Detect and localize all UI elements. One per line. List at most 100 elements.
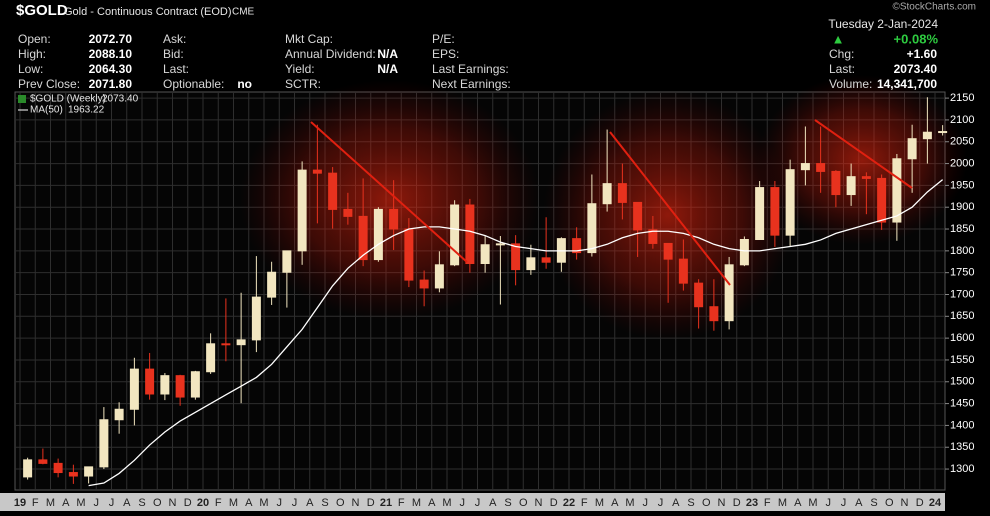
- candle-body: [892, 158, 902, 223]
- stat-label: Low:: [18, 62, 43, 76]
- x-tick-label: J: [826, 497, 832, 509]
- legend-label: $GOLD (Weekly): [30, 94, 106, 105]
- candle-body: [587, 203, 597, 254]
- stat-value: N/A: [377, 47, 398, 61]
- candle-body: [572, 238, 582, 254]
- candle-body: [251, 296, 261, 341]
- highlight-glow: [240, 80, 540, 320]
- candle-body: [267, 271, 277, 298]
- candle-body: [709, 306, 719, 322]
- candle-body: [53, 462, 63, 474]
- x-tick-label: S: [687, 497, 694, 509]
- legend-icon: [18, 95, 26, 103]
- x-tick-label: N: [169, 497, 177, 509]
- x-tick-label: O: [885, 497, 894, 509]
- candle-body: [145, 368, 155, 395]
- candle-body: [831, 170, 841, 196]
- stat-value: 2071.80: [89, 77, 133, 91]
- stat-value: 2064.30: [89, 62, 133, 76]
- x-tick-label: J: [658, 497, 664, 509]
- legend-value: 2073.40: [102, 94, 139, 105]
- x-tick-label: J: [841, 497, 847, 509]
- x-tick-label: A: [794, 497, 802, 509]
- x-tick-label: M: [595, 497, 604, 509]
- x-tick-label: M: [412, 497, 421, 509]
- x-tick-label: D: [550, 497, 558, 509]
- candle-body: [389, 208, 399, 230]
- x-tick-label: M: [76, 497, 85, 509]
- x-tick-label: O: [336, 497, 345, 509]
- exchange: CME: [232, 7, 255, 18]
- y-tick-label: 1600: [950, 332, 974, 344]
- candle-body: [861, 176, 871, 179]
- y-tick-label: 2050: [950, 136, 974, 148]
- ma-line: [88, 179, 944, 487]
- candle-body: [160, 375, 170, 395]
- x-tick-label: J: [109, 497, 115, 509]
- candle-body: [373, 208, 383, 261]
- candle-body: [404, 228, 414, 281]
- y-tick-label: 2000: [950, 157, 974, 169]
- candle-body: [755, 187, 765, 241]
- stat-label: Ask:: [163, 32, 186, 46]
- x-tick-label: N: [718, 497, 726, 509]
- candle-body: [785, 169, 795, 236]
- candle-body: [38, 459, 48, 464]
- x-tick-label: D: [367, 497, 375, 509]
- watermark: ©StockCharts.com: [892, 2, 976, 13]
- candle-body: [663, 242, 673, 260]
- x-tick-label: M: [625, 497, 634, 509]
- y-tick-label: 1750: [950, 267, 974, 279]
- x-tick-label: M: [808, 497, 817, 509]
- x-tick-label: N: [352, 497, 360, 509]
- x-tick-label: A: [245, 497, 253, 509]
- x-tick-label: M: [229, 497, 238, 509]
- stat-label: Last:: [829, 62, 855, 76]
- x-tick-label: O: [153, 497, 162, 509]
- y-tick-label: 2100: [950, 114, 974, 126]
- x-tick-label: J: [475, 497, 481, 509]
- candle-body: [23, 459, 33, 478]
- x-tick-label: 20: [197, 497, 209, 509]
- legend-value: 1963.22: [68, 105, 105, 116]
- x-tick-label: 22: [563, 497, 575, 509]
- x-tick-label: F: [764, 497, 771, 509]
- x-tick-label: 24: [929, 497, 942, 509]
- y-tick-label: 1700: [950, 288, 974, 300]
- x-tick-label: S: [138, 497, 145, 509]
- candle-body: [129, 368, 139, 410]
- candle-body: [938, 131, 948, 134]
- candle-body: [800, 163, 810, 171]
- x-tick-label: M: [442, 497, 451, 509]
- stat-label: Mkt Cap:: [285, 32, 333, 46]
- x-tick-label: S: [870, 497, 877, 509]
- x-tick-label: J: [94, 497, 100, 509]
- stat-value: 14,341,700: [877, 77, 937, 91]
- x-tick-label: A: [611, 497, 619, 509]
- x-tick-label: N: [901, 497, 909, 509]
- y-tick-label: 1400: [950, 419, 974, 431]
- candle-body: [617, 183, 627, 203]
- stat-value: N/A: [377, 62, 398, 76]
- candle-body: [190, 371, 200, 398]
- x-axis-band: [0, 493, 945, 511]
- x-tick-label: A: [428, 497, 436, 509]
- x-tick-label: D: [733, 497, 741, 509]
- candle-body: [312, 169, 322, 174]
- y-tick-label: 1800: [950, 245, 974, 257]
- x-tick-label: N: [535, 497, 543, 509]
- stat-label: High:: [18, 47, 46, 61]
- stat-label: SCTR:: [285, 77, 321, 91]
- candle-body: [343, 208, 353, 217]
- candle-body: [358, 215, 368, 261]
- candle-body: [480, 244, 490, 265]
- y-tick-label: 1650: [950, 310, 974, 322]
- x-tick-label: F: [581, 497, 588, 509]
- stat-label: Last Earnings:: [432, 62, 509, 76]
- stat-value: no: [237, 77, 252, 91]
- x-tick-label: 19: [14, 497, 26, 509]
- stat-value: 2073.40: [894, 62, 938, 76]
- stat-label: Next Earnings:: [432, 77, 511, 91]
- x-tick-label: F: [32, 497, 39, 509]
